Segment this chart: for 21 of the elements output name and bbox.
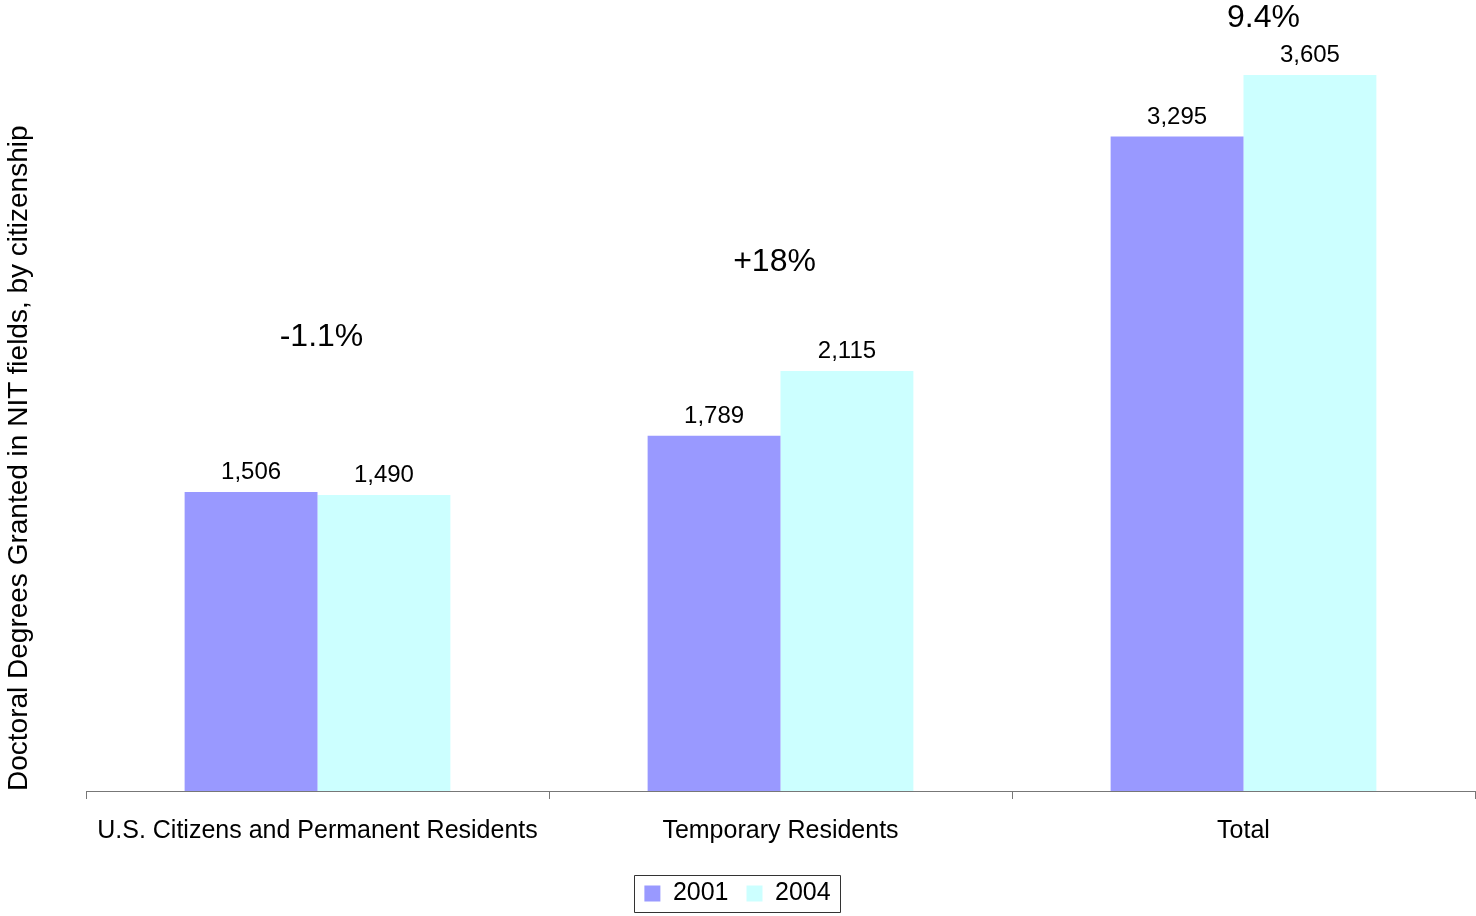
data-label: 1,789 xyxy=(684,400,745,428)
data-label: 3,295 xyxy=(1147,101,1208,129)
data-label: 2,115 xyxy=(817,335,877,363)
text: 9.4% xyxy=(1227,0,1300,34)
bar xyxy=(1110,136,1244,791)
legend-label: 2004 xyxy=(775,877,831,906)
bar xyxy=(780,370,914,791)
x-tick-label: Total xyxy=(1217,814,1270,843)
data-label: 3,605 xyxy=(1279,40,1340,67)
y-axis-title: Doctoral Degrees Granted in NIT fields, by citizenship xyxy=(1,125,33,791)
data-label: 1,490 xyxy=(353,460,414,488)
bar xyxy=(317,495,451,791)
annotation: +18% xyxy=(733,242,816,279)
bar xyxy=(184,491,318,791)
x-tick-label: Temporary Residents xyxy=(662,814,899,843)
annotation: -1.1% xyxy=(279,316,364,353)
bar xyxy=(647,435,781,791)
x-tick-label: U.S. Citizens and Permanent Residents xyxy=(97,814,538,843)
data-label: 1,506 xyxy=(221,456,282,484)
bar xyxy=(1243,75,1377,791)
legend-label: 2001 xyxy=(672,877,729,906)
